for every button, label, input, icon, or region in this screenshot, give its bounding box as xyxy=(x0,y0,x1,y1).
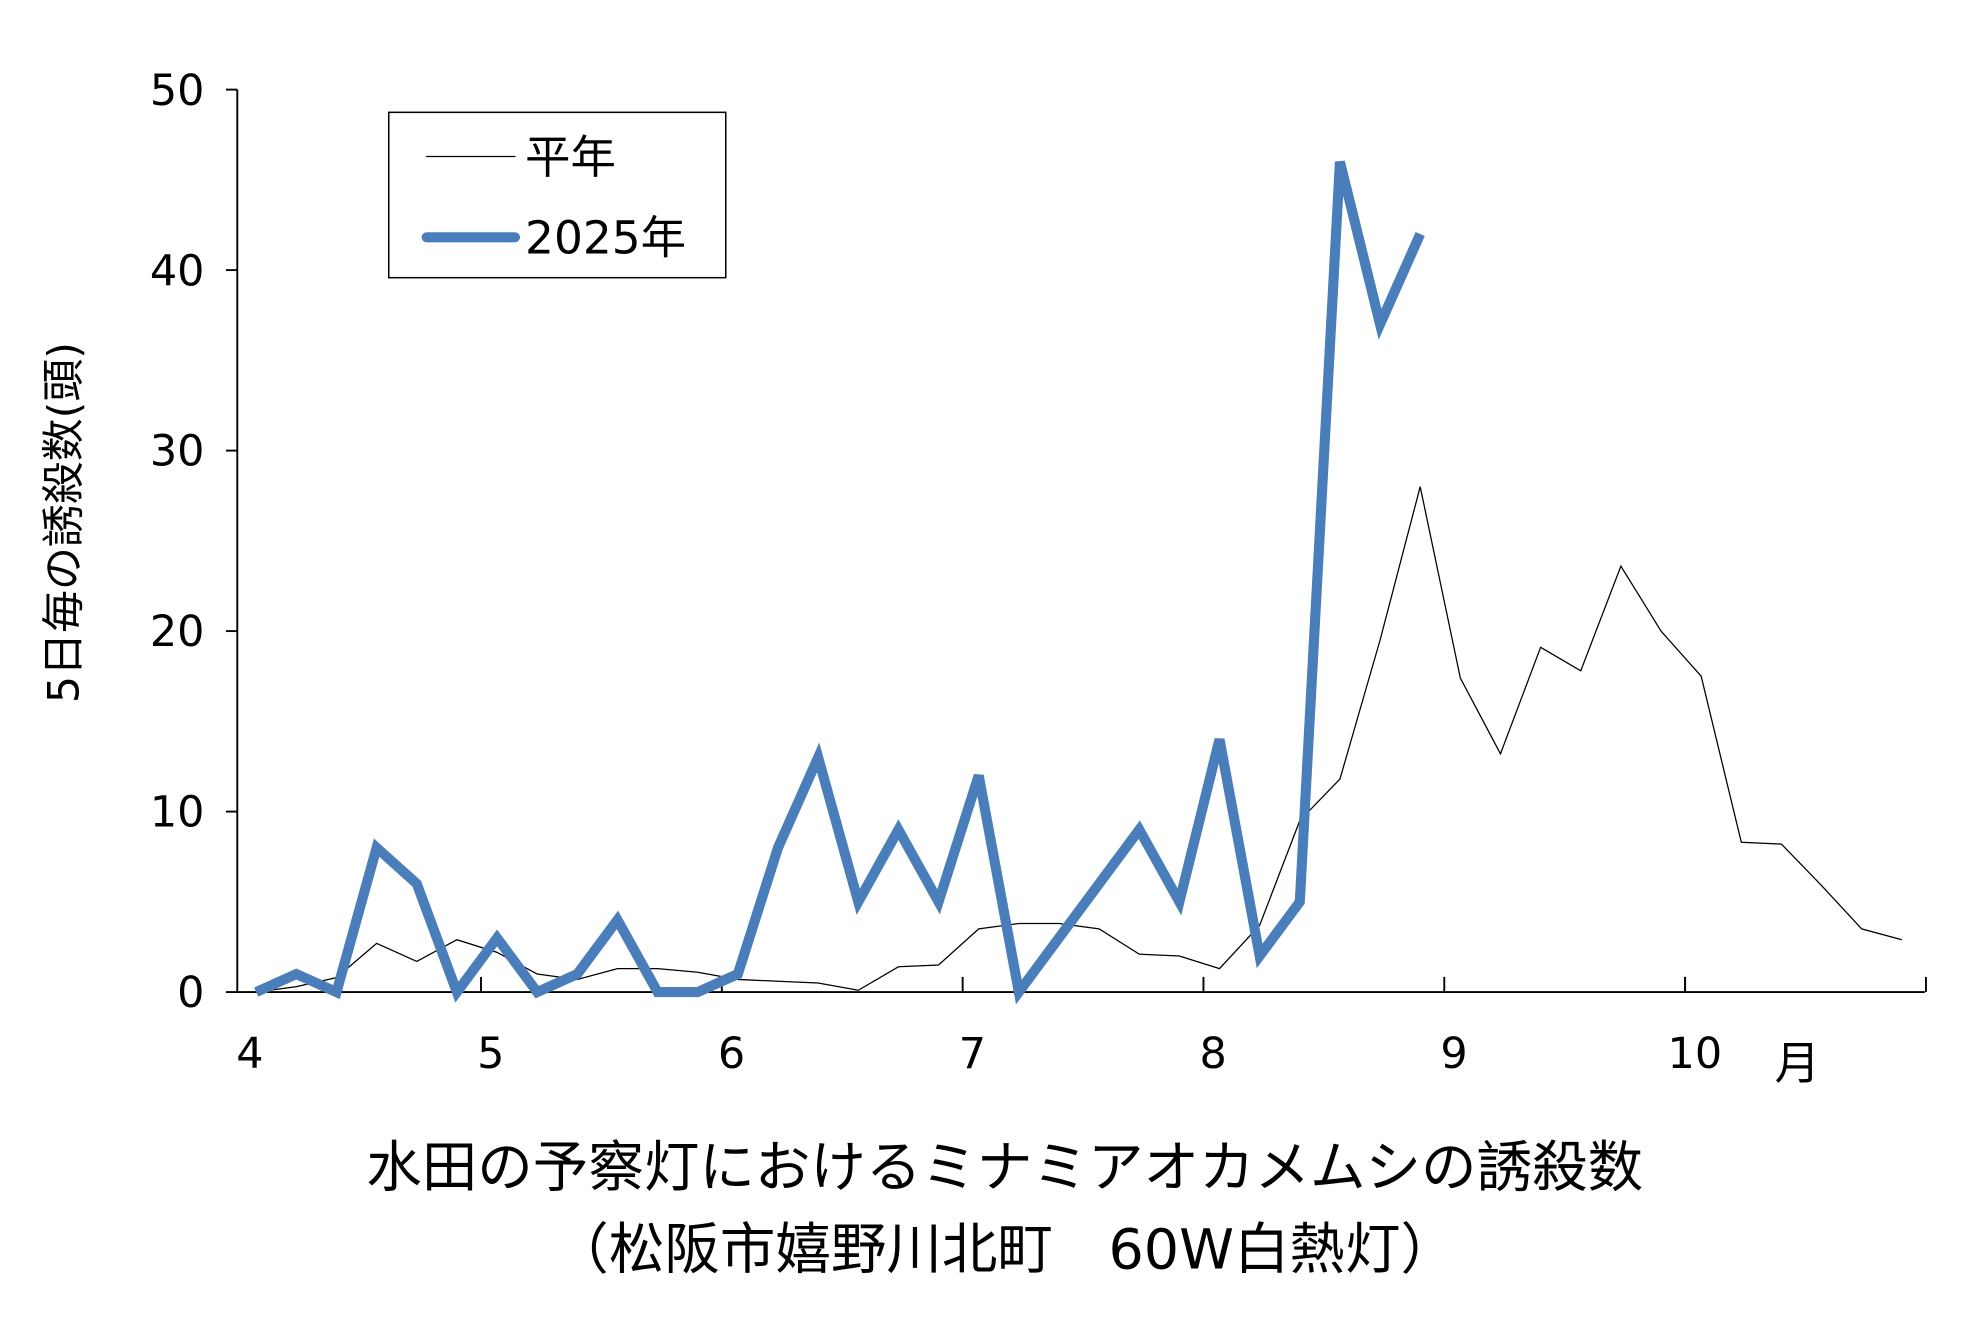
y-axis-label: 5日毎の誘殺数(頭) xyxy=(39,342,89,703)
chart-subtitle: （松阪市嬉野川北町 60W白熱灯） xyxy=(553,1217,1456,1282)
x-tick-label: 9 xyxy=(1440,1029,1467,1079)
y-tick-label: 40 xyxy=(150,246,205,296)
y-tick-label: 30 xyxy=(150,427,205,477)
y-tick-label: 50 xyxy=(150,66,205,116)
x-tick-label: 8 xyxy=(1200,1029,1227,1079)
series-line xyxy=(254,160,1425,1005)
x-tick-label: 7 xyxy=(959,1029,986,1079)
x-axis-unit: 月 xyxy=(1775,1037,1820,1090)
legend-box xyxy=(387,111,727,279)
x-tick-label: 4 xyxy=(236,1029,263,1079)
y-tick-label: 20 xyxy=(150,607,205,657)
x-tick-label: 5 xyxy=(477,1029,504,1079)
x-tick-label: 10 xyxy=(1668,1029,1723,1079)
y-tick-label: 0 xyxy=(177,968,204,1018)
series-line xyxy=(256,486,1903,993)
legend-label: 平年 xyxy=(525,131,616,184)
chart-title: 水田の予察灯におけるミナミアオカメムシの誘殺数 xyxy=(366,1135,1643,1200)
y-tick-label: 10 xyxy=(150,788,205,838)
x-tick-label: 6 xyxy=(718,1029,745,1079)
legend-label: 2025年 xyxy=(525,212,686,265)
